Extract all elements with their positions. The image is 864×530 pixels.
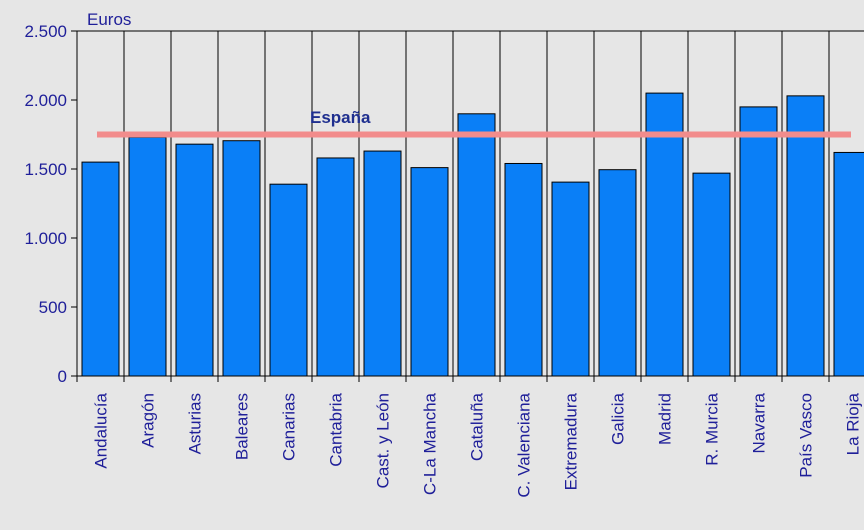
bar — [128, 136, 167, 377]
x-tick-label: Andalucía — [92, 392, 111, 468]
x-tick-label: Cataluña — [468, 392, 487, 461]
bar — [692, 172, 731, 377]
y-tick-label: 0 — [58, 367, 67, 386]
bar — [833, 151, 864, 377]
x-tick-label: La Rioja — [844, 392, 863, 455]
y-tick-label: 500 — [39, 298, 67, 317]
x-tick-label: Asturias — [186, 393, 205, 454]
bar-layer — [81, 92, 864, 377]
y-tick-label: 1.500 — [24, 160, 67, 179]
x-tick-label: País Vasco — [797, 393, 816, 478]
reference-layer: España — [97, 108, 851, 138]
bar — [316, 157, 355, 377]
y-tick-label: 2.000 — [24, 91, 67, 110]
bar — [222, 140, 261, 377]
x-tick-label: Cantabria — [327, 392, 346, 466]
bar — [739, 106, 778, 377]
y-tick-label: 1.000 — [24, 229, 67, 248]
y-axis-unit-label: Euros — [87, 10, 131, 29]
x-tick-label: C. Valenciana — [515, 392, 534, 497]
x-tick-label: Madrid — [656, 393, 675, 445]
bar — [551, 181, 590, 377]
bar — [645, 92, 684, 377]
x-tick-label: Extremadura — [562, 392, 581, 490]
bar — [363, 150, 402, 377]
bar — [786, 95, 825, 377]
x-tick-label: Cast. y León — [374, 393, 393, 488]
reference-line-label: España — [310, 108, 371, 127]
axis-layer: 0 500 1.000 1.500 2.000 2.500 Andalucía Aragón A… — [24, 22, 864, 498]
bar — [175, 143, 214, 377]
x-tick-label: Canarias — [280, 393, 299, 461]
x-tick-label: R. Murcia — [703, 392, 722, 465]
x-tick-label: Galicia — [609, 392, 628, 445]
x-tick-label: Baleares — [233, 393, 252, 460]
grid-layer — [77, 30, 864, 376]
bar — [598, 169, 637, 377]
bar — [410, 167, 449, 377]
bar — [457, 113, 496, 377]
x-tick-label: C-La Mancha — [421, 392, 440, 495]
bar — [269, 183, 308, 377]
x-tick-label: Navarra — [750, 392, 769, 453]
x-tick-label: Aragón — [139, 393, 158, 448]
y-tick-label: 2.500 — [24, 22, 67, 41]
bar — [504, 162, 543, 377]
bar — [81, 161, 120, 377]
